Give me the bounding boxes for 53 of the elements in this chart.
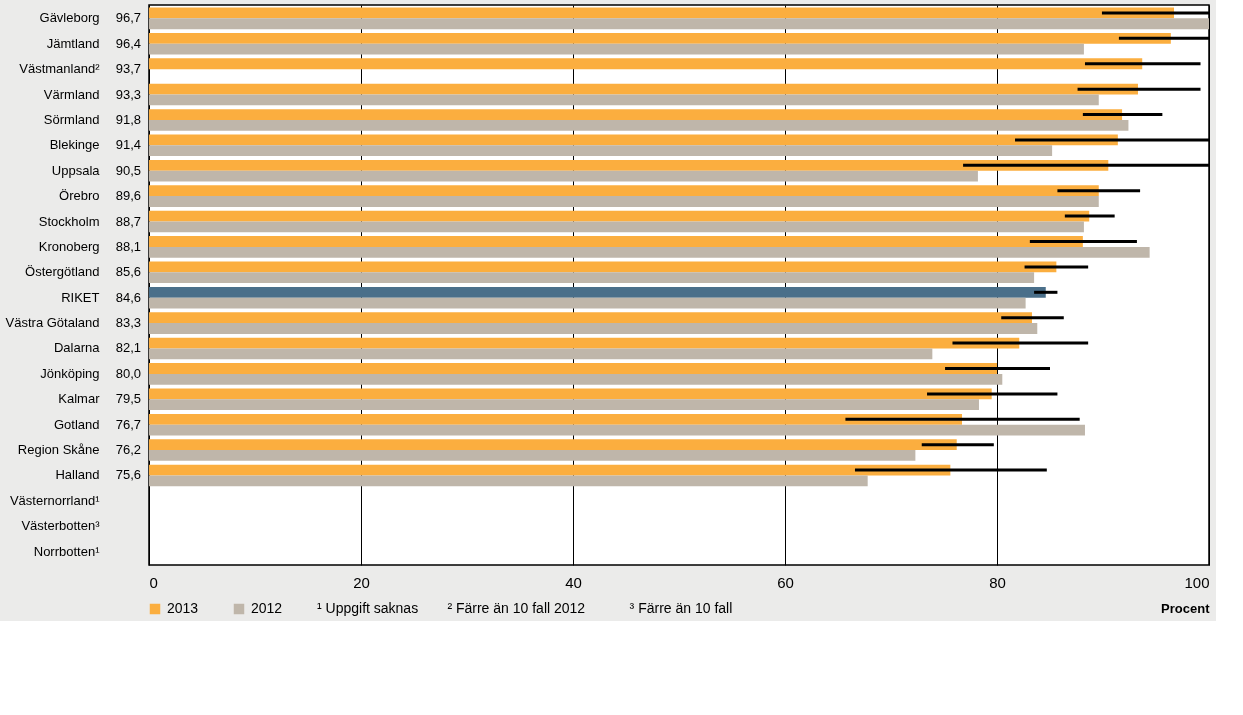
legend-label: 2013 — [167, 600, 199, 616]
y-tick-label: Västra Götaland — [5, 315, 100, 331]
x-tick-label: 40 — [565, 573, 582, 591]
data-label: 96,7 — [115, 10, 141, 26]
data-label: 93,3 — [115, 86, 141, 102]
y-tick-label: Värmland — [43, 86, 100, 102]
data-label: 84,6 — [115, 289, 141, 305]
y-tick-label: Halland — [55, 467, 100, 483]
y-tick-label: Uppsala — [51, 162, 101, 178]
data-label: 91,8 — [115, 111, 141, 127]
data-label: 80,0 — [115, 365, 141, 381]
x-tick-label: 60 — [777, 573, 794, 591]
y-tick-label: Kalmar — [58, 391, 101, 407]
text: ² Färre än 10 fall 2012 — [447, 600, 586, 616]
data-label: 88,1 — [115, 238, 141, 254]
y-tick-label: Norrbotten¹ — [33, 543, 101, 559]
y-tick-label: Västernorrland¹ — [9, 492, 101, 508]
y-tick-label: RIKET — [61, 289, 100, 305]
data-label: 76,2 — [115, 442, 141, 458]
x-tick-label: 80 — [989, 573, 1006, 591]
data-label: 82,1 — [115, 340, 141, 356]
y-tick-label: Region Skåne — [17, 442, 100, 458]
data-label: 88,7 — [115, 213, 141, 229]
data-label: 89,6 — [115, 188, 141, 204]
x-tick-label: 20 — [353, 573, 370, 591]
data-label: 83,3 — [115, 315, 141, 331]
y-tick-label: Gävleborg — [39, 10, 100, 26]
data-label: 75,6 — [115, 467, 141, 483]
y-tick-label: Kronoberg — [38, 238, 100, 254]
data-label: 96,4 — [115, 35, 141, 51]
y-tick-label: Västmanland² — [19, 61, 101, 77]
y-tick-label: Västerbotten³ — [21, 518, 101, 534]
y-tick-label: Östergötland — [25, 264, 100, 280]
y-tick-label: Gotland — [53, 416, 100, 432]
data-label: 79,5 — [115, 391, 141, 407]
x-tick-label: 0 — [149, 573, 158, 591]
data-label: 91,4 — [115, 137, 141, 153]
y-tick-label: Örebro — [59, 188, 100, 204]
text: ³ Färre än 10 fall — [629, 600, 733, 616]
y-tick-label: Blekinge — [49, 137, 100, 153]
data-label: 90,5 — [115, 162, 141, 178]
x-tick-label: 100 — [1184, 573, 1210, 591]
x-axis-title: Procent — [1161, 600, 1211, 616]
y-tick-label: Jönköping — [40, 365, 100, 381]
data-label: 85,6 — [115, 264, 141, 280]
data-label: 93,7 — [115, 61, 141, 77]
y-tick-label: Jämtland — [46, 35, 100, 51]
data-label: 76,7 — [115, 416, 141, 432]
text: ¹ Uppgift saknas — [317, 600, 419, 616]
y-tick-label: Dalarna — [53, 340, 101, 356]
y-tick-label: Sörmland — [43, 111, 100, 127]
y-tick-label: Stockholm — [38, 213, 100, 229]
legend-label: 2012 — [251, 600, 283, 616]
